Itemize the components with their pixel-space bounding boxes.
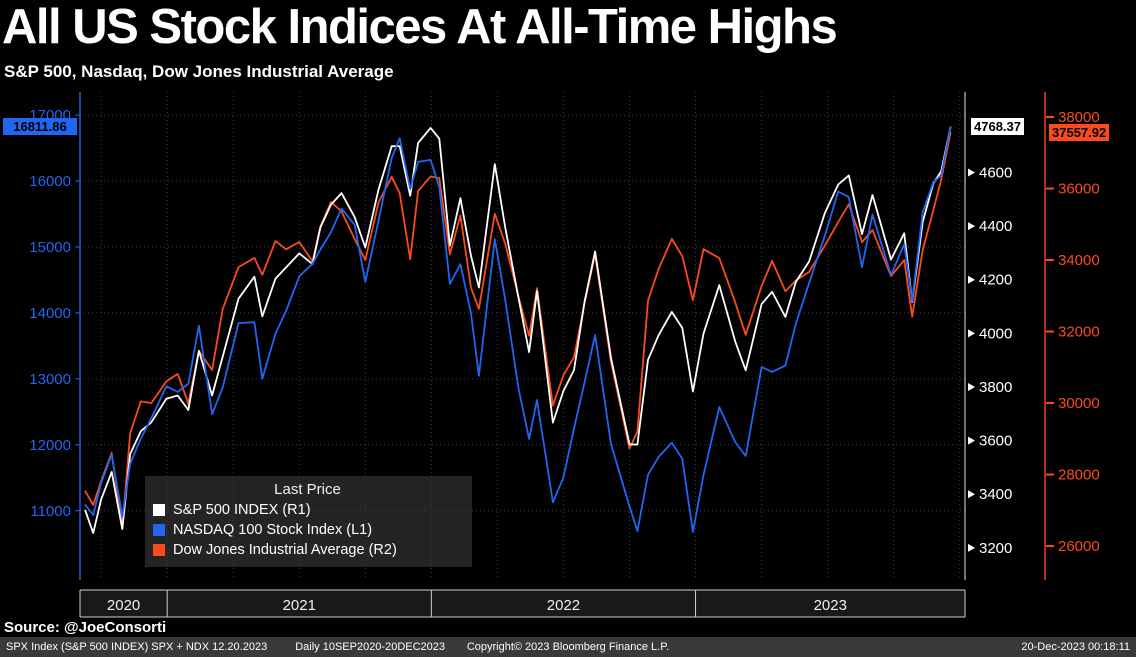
svg-text:34000: 34000: [1058, 252, 1100, 269]
legend-label-dow: Dow Jones Industrial Average (R2): [173, 542, 397, 558]
svg-text:4000: 4000: [979, 325, 1012, 342]
ndx-last-price-badge: 16811.86: [3, 118, 77, 136]
legend-label-spx: S&P 500 INDEX (R1): [173, 502, 311, 518]
chart-legend: Last Price S&P 500 INDEX (R1) NASDAQ 100…: [145, 476, 472, 567]
copyright-text: Copyright© 2023 Bloomberg Finance L.P.: [466, 641, 670, 653]
svg-text:2021: 2021: [283, 597, 316, 614]
svg-text:3600: 3600: [979, 433, 1012, 450]
spx-color-swatch: [153, 504, 165, 516]
svg-text:2022: 2022: [547, 597, 580, 614]
legend-title: Last Price: [274, 481, 341, 498]
svg-text:26000: 26000: [1058, 538, 1100, 555]
timestamp: 20-Dec-2023 00:18:11: [1021, 641, 1131, 653]
svg-text:2020: 2020: [107, 597, 140, 614]
spx-last-price-badge: 4768.37: [971, 118, 1024, 136]
source-credit: Source: @JoeConsorti: [4, 619, 167, 636]
svg-text:14000: 14000: [29, 305, 71, 322]
status-bar: SPX Index (S&P 500 INDEX) SPX + NDX 12.2…: [0, 637, 1136, 657]
svg-text:11000: 11000: [30, 503, 71, 520]
svg-text:12000: 12000: [29, 437, 71, 454]
chart-period: Daily 10SEP2020-20DEC2023: [295, 641, 446, 653]
svg-text:28000: 28000: [1058, 467, 1100, 484]
legend-item-dow[interactable]: Dow Jones Industrial Average (R2): [153, 540, 462, 560]
svg-text:4200: 4200: [979, 272, 1012, 289]
page-title: All US Stock Indices At All-Time Highs: [2, 0, 838, 54]
svg-text:3800: 3800: [979, 379, 1012, 396]
svg-text:13000: 13000: [29, 371, 71, 388]
dow-last-price-badge: 37557.92: [1049, 123, 1110, 141]
svg-text:4400: 4400: [979, 218, 1012, 235]
svg-text:30000: 30000: [1058, 395, 1100, 412]
legend-item-spx[interactable]: S&P 500 INDEX (R1): [153, 500, 462, 520]
svg-text:38000: 38000: [1058, 109, 1100, 126]
legend-label-ndx: NASDAQ 100 Stock Index (L1): [173, 522, 373, 538]
svg-text:32000: 32000: [1058, 324, 1100, 341]
chart-subtitle: S&P 500, Nasdaq, Dow Jones Industrial Av…: [4, 62, 394, 81]
svg-text:16000: 16000: [29, 173, 71, 190]
svg-text:4600: 4600: [979, 164, 1012, 181]
status-left-group: SPX Index (S&P 500 INDEX) SPX + NDX 12.2…: [6, 641, 467, 653]
svg-text:3200: 3200: [979, 540, 1012, 557]
legend-item-ndx[interactable]: NASDAQ 100 Stock Index (L1): [153, 520, 462, 540]
ndx-color-swatch: [153, 524, 165, 536]
svg-text:36000: 36000: [1058, 181, 1100, 198]
dow-color-swatch: [153, 544, 165, 556]
svg-text:2023: 2023: [814, 597, 847, 614]
svg-text:3400: 3400: [979, 486, 1012, 503]
ticker-description: SPX Index (S&P 500 INDEX) SPX + NDX 12.2…: [6, 641, 268, 653]
svg-text:15000: 15000: [29, 239, 71, 256]
